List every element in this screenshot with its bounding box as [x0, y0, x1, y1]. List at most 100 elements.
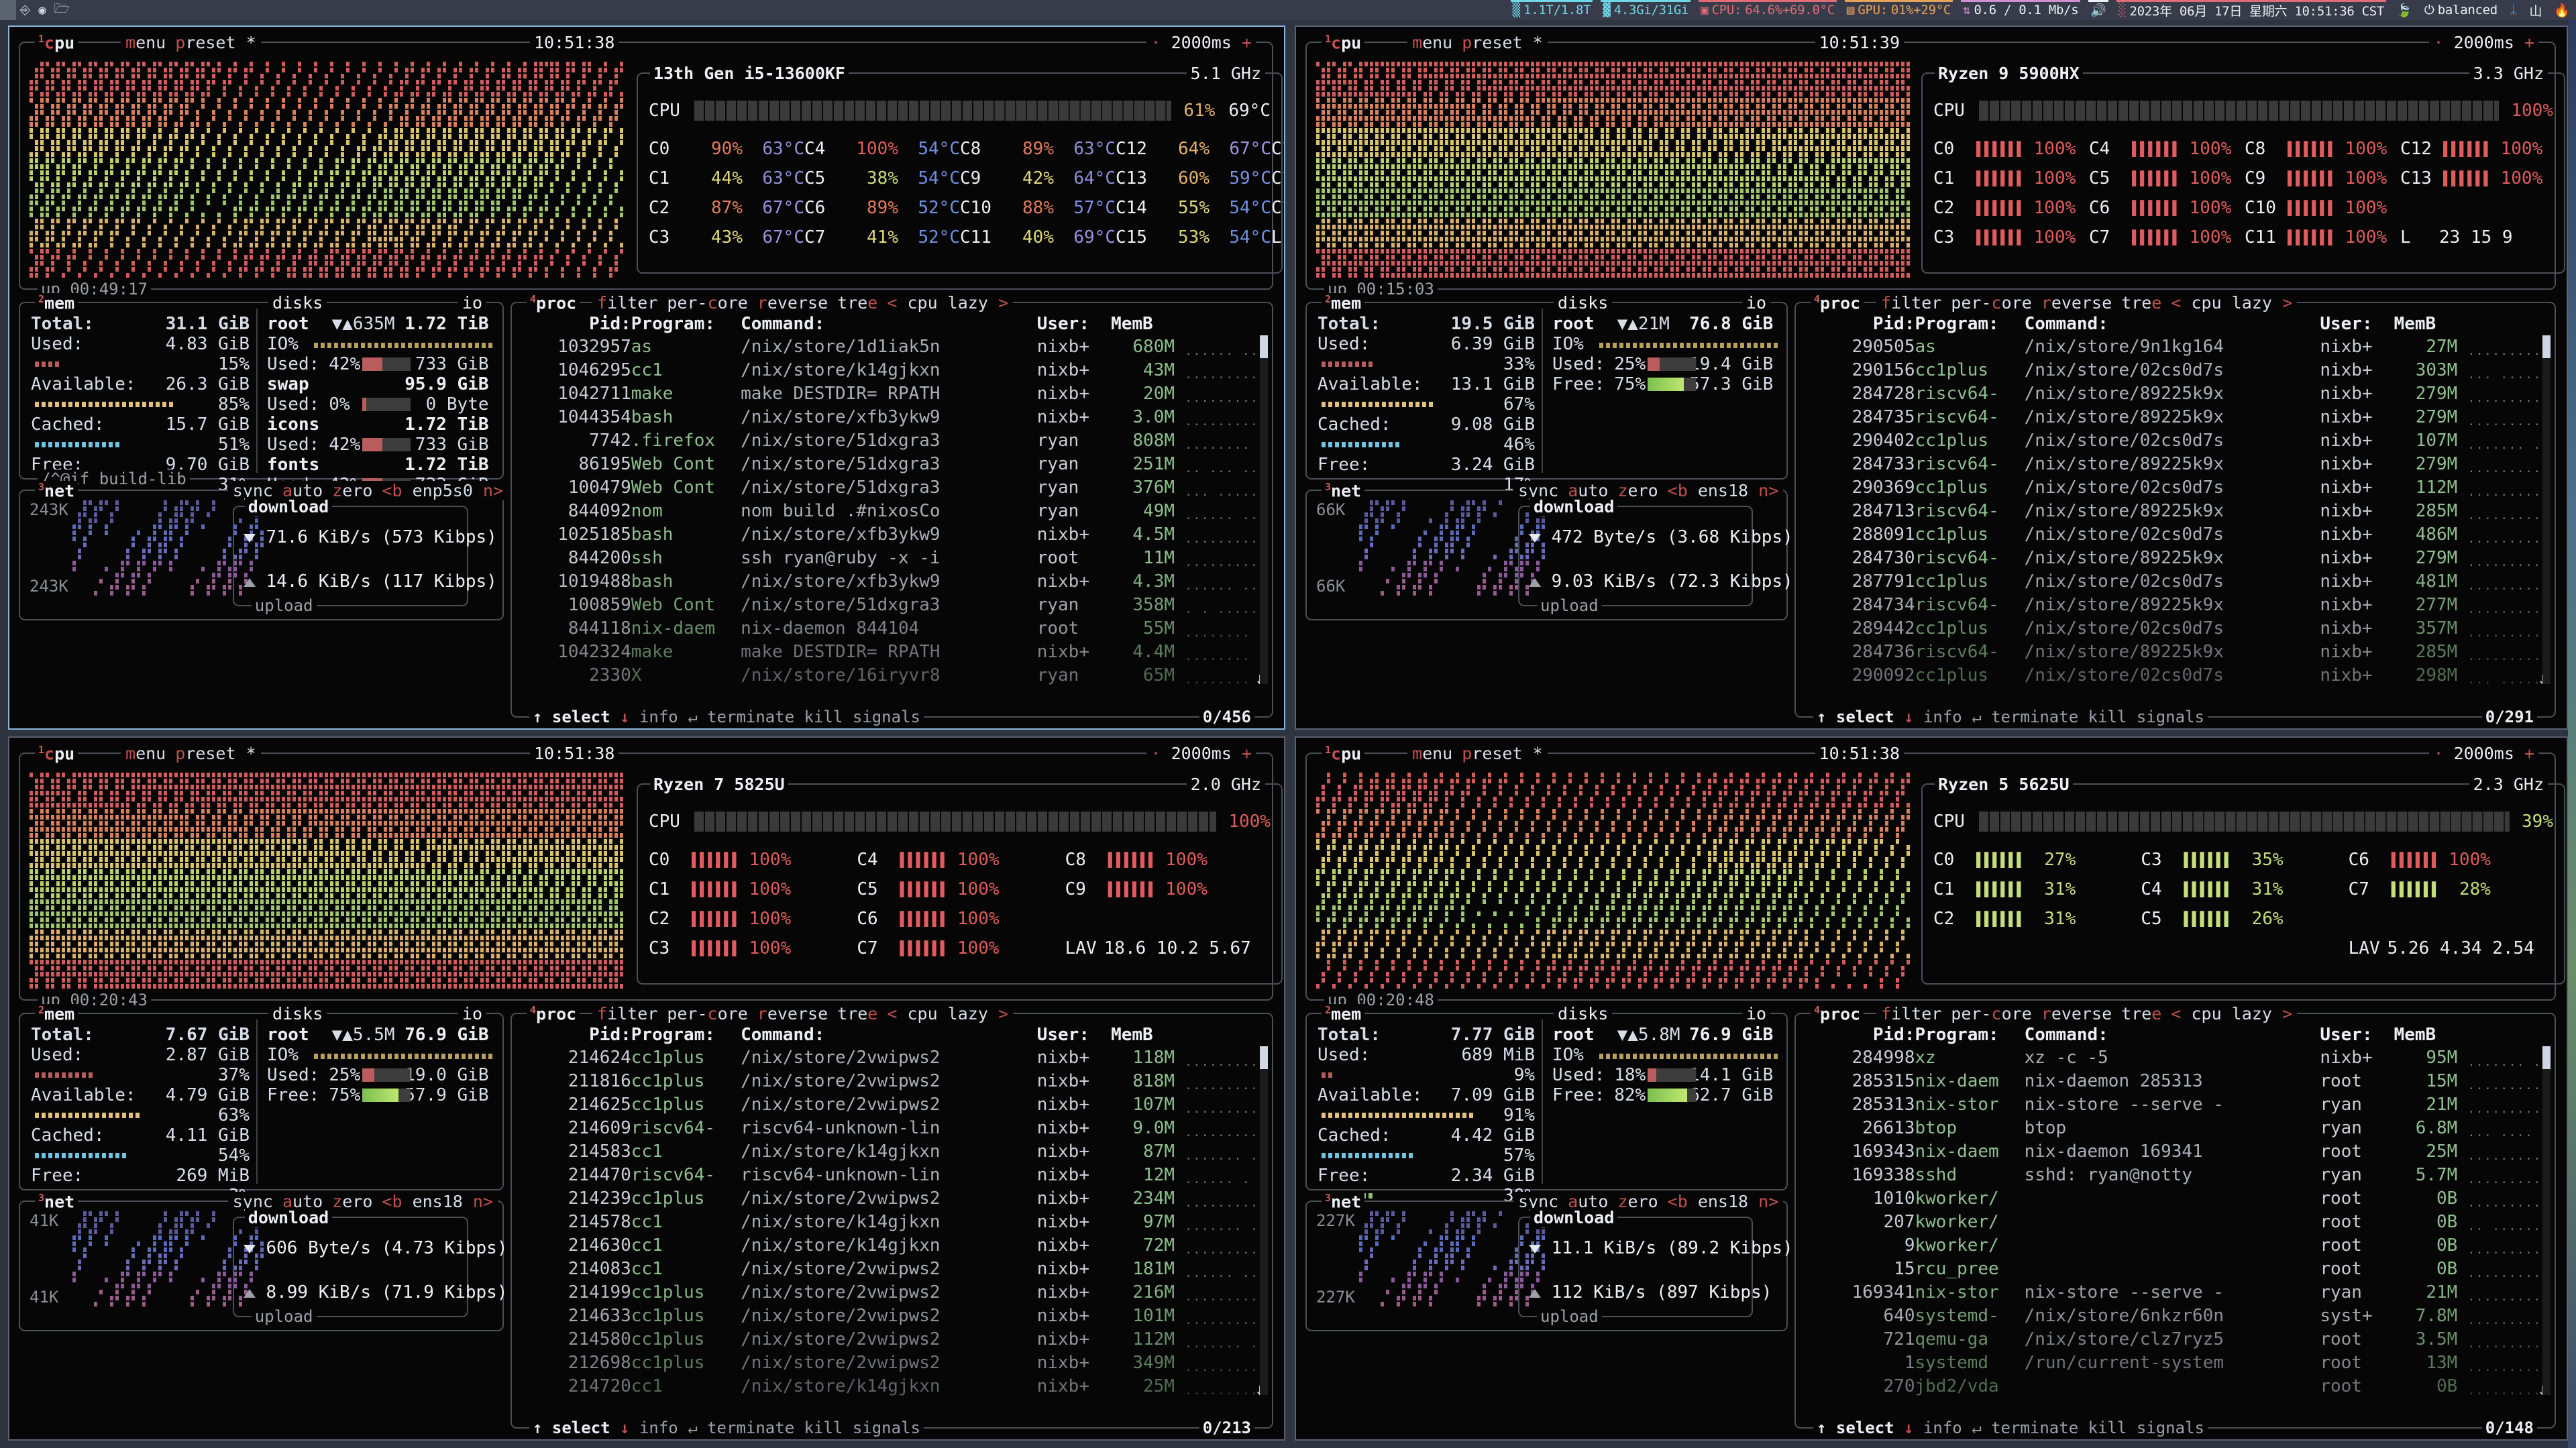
cpu-menu-row[interactable]: menu preset * [121, 33, 261, 52]
col-cpu[interactable]: Cpu% ↑ [1267, 314, 1284, 334]
table-row[interactable]: 287791 cc1plus/nix/store/02cs0d7s nixb+ 481… [1803, 571, 2544, 593]
col-pid[interactable]: Pid: [521, 1025, 631, 1045]
statusbar-input-method[interactable]: 山 [2523, 0, 2548, 20]
terminal-pane-top-left[interactable]: 1cpu menu preset * 10:51:38 · 2000ms + up 00:… [8, 25, 1285, 730]
table-row[interactable]: 640 systemd- /nix/store/6nkzr60n syst+ 7.8M.… [1803, 1306, 2544, 1327]
cpu-update-interval[interactable]: · 2000ms + [1146, 33, 1256, 52]
proc-tree-button[interactable]: tree [2116, 293, 2167, 313]
table-row[interactable]: 844118 nix-daem nix-daemon 844104 root 55M..… [519, 618, 1266, 640]
terminal-icon[interactable]: ⎆ [20, 3, 30, 17]
cpu-menu-row[interactable]: menu preset * [121, 744, 261, 763]
table-row[interactable]: 284735 riscv64- /nix/store/89225k9x nixb+ 27… [1803, 407, 2544, 429]
table-row[interactable]: 1046295 cc1/nix/store/k14gjkxn nixb+ 43M...… [519, 360, 1261, 382]
net-interface-selector[interactable]: <b enp5s0 n> [377, 481, 508, 500]
proc-scrollbar-thumb[interactable] [1260, 1046, 1268, 1069]
statusbar-swap[interactable]: ▓ 4.3Gi/31Gi [1597, 0, 1695, 20]
mem-box-title[interactable]: 2mem [1322, 1004, 1365, 1024]
table-row[interactable]: 290156 cc1plus/nix/store/02cs0d7s nixb+ 303… [1803, 360, 2544, 382]
table-row[interactable]: 284733 riscv64- /nix/store/89225k9x nixb+ 27… [1803, 454, 2544, 476]
proc-cpu-lazy-button[interactable]: < cpu lazy > [882, 293, 1013, 313]
net-zero-button[interactable]: zero [327, 1192, 378, 1211]
table-row[interactable]: 100859 Web Cont/nix/store/51dxgra3 ryan 358… [519, 595, 1261, 616]
proc-reverse-button[interactable]: reverse [2036, 1004, 2117, 1023]
table-row[interactable]: 284730 riscv64- /nix/store/89225k9x nixb+ 27… [1803, 548, 2544, 569]
table-row[interactable]: 214720 cc1/nix/store/k14gjkxn nixb+ 25M....… [519, 1376, 1261, 1398]
cpu-update-interval[interactable]: · 2000ms + [2429, 744, 2538, 763]
table-row[interactable]: 1032957 as/nix/store/1d1iak5n nixb+ 680M...… [519, 337, 1266, 358]
table-row[interactable]: 214580 cc1plus/nix/store/2vwipws2 nixb+ 112… [519, 1329, 1261, 1351]
io-box-title[interactable]: io [1741, 293, 1770, 313]
table-row[interactable]: 214630 cc1/nix/store/k14gjkxn nixb+ 72M....… [519, 1235, 1261, 1257]
disks-box-title[interactable]: disks [268, 293, 327, 313]
proc-tree-button[interactable]: tree [833, 293, 883, 313]
table-row[interactable]: 86195 Web Cont/nix/store/51dxgra3 ryan 251M… [519, 454, 1261, 476]
cpu-box-title[interactable]: 1cpu [35, 744, 78, 764]
col-program[interactable]: Program: [631, 1025, 715, 1045]
col-program[interactable]: Program: [631, 314, 715, 334]
proc-cpu-lazy-button[interactable]: < cpu lazy > [2166, 1004, 2297, 1023]
statusbar-network[interactable]: ⇅ 0.6 / 0.1 Mb/s [1957, 0, 2084, 20]
table-row[interactable]: 211816 cc1plus/nix/store/2vwipws2 nixb+ 818… [519, 1071, 1266, 1093]
menu-button[interactable]: menu [121, 744, 171, 763]
net-box-title[interactable]: 3net [35, 1192, 78, 1212]
table-row[interactable]: 214583 cc1/nix/store/k14gjkxn nixb+ 87M....… [519, 1141, 1261, 1163]
statusbar-leaf[interactable]: 🍃 [2390, 0, 2418, 20]
proc-menu-row[interactable]: filter per-core reverse tree < cpu lazy > [1876, 293, 2297, 313]
table-row[interactable]: 284728 riscv64- /nix/store/89225k9x nixb+ 27… [1803, 384, 2544, 405]
menu-button[interactable]: menu [1407, 33, 1458, 52]
table-row[interactable]: 214624 cc1plus/nix/store/2vwipws2 nixb+ 118… [519, 1048, 1261, 1069]
menu-button[interactable]: menu [121, 33, 171, 52]
proc-scrollbar[interactable] [2542, 335, 2551, 684]
table-row[interactable]: 2330X/nix/store/16iryvr8ryan65M........0… [519, 665, 1261, 687]
col-memb[interactable]: MemB [2394, 1025, 2436, 1045]
col-program[interactable]: Program: [1915, 314, 1998, 334]
disks-box-title[interactable]: disks [268, 1004, 327, 1023]
statusbar-clock[interactable]: ░ 2023年 06月 17日 星期六 10:51:36 CST [2112, 0, 2390, 20]
proc-per-core-button[interactable]: per-core [1946, 293, 2037, 313]
col-pid[interactable]: Pid: [1805, 314, 1915, 334]
preset-button[interactable]: preset * [1457, 744, 1548, 763]
col-pid[interactable]: Pid: [1805, 1025, 1915, 1045]
table-row[interactable]: 284736 riscv64- /nix/store/89225k9x nixb+ 28… [1803, 642, 2544, 663]
cpu-box-title[interactable]: 1cpu [1322, 33, 1365, 53]
col-user[interactable]: User: [2320, 314, 2372, 334]
cpu-menu-row[interactable]: menu preset * [1407, 744, 1548, 763]
col-cpu[interactable]: Cpu% ↑ [2549, 1025, 2567, 1045]
net-zero-button[interactable]: zero [1613, 1192, 1663, 1211]
proc-filter-button[interactable]: filter [1876, 293, 1947, 313]
net-sync-button[interactable]: sync [227, 481, 278, 500]
col-memb[interactable]: MemB [1111, 1025, 1153, 1045]
table-row[interactable]: 214470 riscv64- riscv64-unknown-lin nixb+ 12… [519, 1165, 1261, 1186]
col-cpu[interactable]: Cpu% ↑ [1267, 1025, 1284, 1045]
proc-cpu-lazy-button[interactable]: < cpu lazy > [882, 1004, 1013, 1023]
proc-scrollbar[interactable] [2542, 1046, 2551, 1395]
io-box-title[interactable]: io [458, 1004, 486, 1023]
table-row[interactable]: 1019488 bash/nix/store/xfb3ykw9 nixb+ 4.3M.… [519, 571, 1266, 593]
disks-box-title[interactable]: disks [1554, 293, 1613, 313]
terminal-pane-bottom-right[interactable]: 1cpu menu preset * 10:51:38 · 2000ms + up 00:… [1295, 736, 2568, 1441]
cpu-box-title[interactable]: 1cpu [1322, 744, 1365, 764]
net-box-title[interactable]: 3net [1322, 1192, 1365, 1212]
table-row[interactable]: 214625 cc1plus/nix/store/2vwipws2 nixb+ 107… [519, 1095, 1261, 1116]
table-row[interactable]: 284713 riscv64- /nix/store/89225k9x nixb+ 28… [1803, 501, 2544, 522]
io-box-title[interactable]: io [1741, 1004, 1770, 1023]
proc-filter-button[interactable]: filter [1876, 1004, 1947, 1023]
table-row[interactable]: 289442 cc1plus/nix/store/02cs0d7s nixb+ 357… [1803, 618, 2544, 640]
col-command[interactable]: Command: [2025, 1025, 2108, 1045]
table-row[interactable]: 284734 riscv64- /nix/store/89225k9x nixb+ 27… [1803, 595, 2544, 616]
table-row[interactable]: 721 qemu-ga/nix/store/clz7ryz5 root 3.5M...… [1803, 1329, 2544, 1351]
col-command[interactable]: Command: [741, 314, 824, 334]
table-row[interactable]: 844092 nom nom build .#nixosCo ryan 49M.....… [519, 501, 1266, 522]
table-row[interactable]: 1025185 bash/nix/store/xfb3ykw9 nixb+ 4.5M.… [519, 524, 1261, 546]
mem-box-title[interactable]: 2mem [1322, 293, 1365, 313]
proc-scrollbar[interactable] [1260, 335, 1268, 684]
table-row[interactable]: 290369 cc1plus/nix/store/02cs0d7s nixb+ 112… [1803, 478, 2544, 499]
table-row[interactable]: 1044354 bash/nix/store/xfb3ykw9 nixb+ 3.0M.… [519, 407, 1261, 429]
terminal-pane-bottom-left[interactable]: 1cpu menu preset * 10:51:38 · 2000ms + up 00:… [8, 736, 1285, 1441]
col-cpu[interactable]: Cpu% ↑ [2549, 314, 2567, 334]
cpu-menu-row[interactable]: menu preset * [1407, 33, 1548, 52]
proc-menu-row[interactable]: filter per-core reverse tree < cpu lazy > [1876, 1004, 2297, 1023]
table-row[interactable]: 1042324 make make DESTDIR= RPATH nixb+ 4.4M.… [519, 642, 1261, 663]
table-row[interactable]: 285313 nix-stor nix-store --serve - ryan 21M… [1803, 1095, 2544, 1116]
table-row[interactable]: 214633 cc1plus/nix/store/2vwipws2 nixb+ 101… [519, 1306, 1261, 1327]
